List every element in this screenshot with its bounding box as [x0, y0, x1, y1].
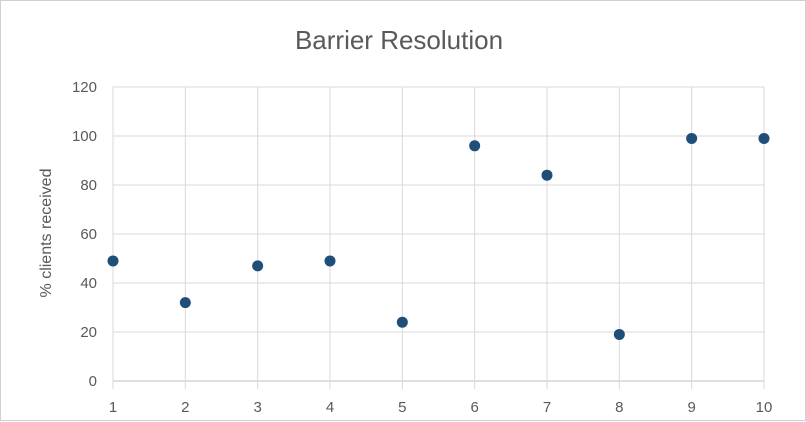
- y-tick-label: 120: [72, 79, 97, 96]
- tick-labels: 0 20 40 60 80 100 120 1 2 3 4 5 6 7 8 9 10: [72, 79, 772, 416]
- x-tick-label: 6: [470, 399, 478, 416]
- y-tick-label: 0: [89, 373, 97, 390]
- x-tick-label: 3: [253, 399, 261, 416]
- data-point: [469, 140, 481, 152]
- x-tick-label: 10: [756, 399, 773, 416]
- y-tick-label: 80: [80, 177, 97, 194]
- gridlines: [112, 86, 765, 389]
- data-point: [252, 260, 264, 272]
- data-point: [324, 255, 336, 267]
- data-point: [396, 316, 408, 328]
- x-tick-label: 7: [543, 399, 551, 416]
- y-tick-label: 100: [72, 128, 97, 145]
- x-tick-label: 2: [181, 399, 189, 416]
- x-tick-label: 4: [326, 399, 334, 416]
- data-point: [613, 328, 625, 340]
- data-point: [541, 169, 553, 181]
- y-tick-label: 20: [80, 324, 97, 341]
- y-axis-label: % clients received: [38, 169, 55, 298]
- data-points: [107, 132, 770, 340]
- data-point: [758, 132, 770, 144]
- data-point: [686, 132, 698, 144]
- x-tick-label: 8: [615, 399, 623, 416]
- x-tick-label: 5: [398, 399, 406, 416]
- data-point: [179, 297, 191, 309]
- x-tick-label: 9: [687, 399, 695, 416]
- y-tick-label: 40: [80, 275, 97, 292]
- y-tick-label: 60: [80, 226, 97, 243]
- data-point: [107, 255, 119, 267]
- chart-title: Barrier Resolution: [295, 25, 503, 55]
- x-tick-label: 1: [109, 399, 117, 416]
